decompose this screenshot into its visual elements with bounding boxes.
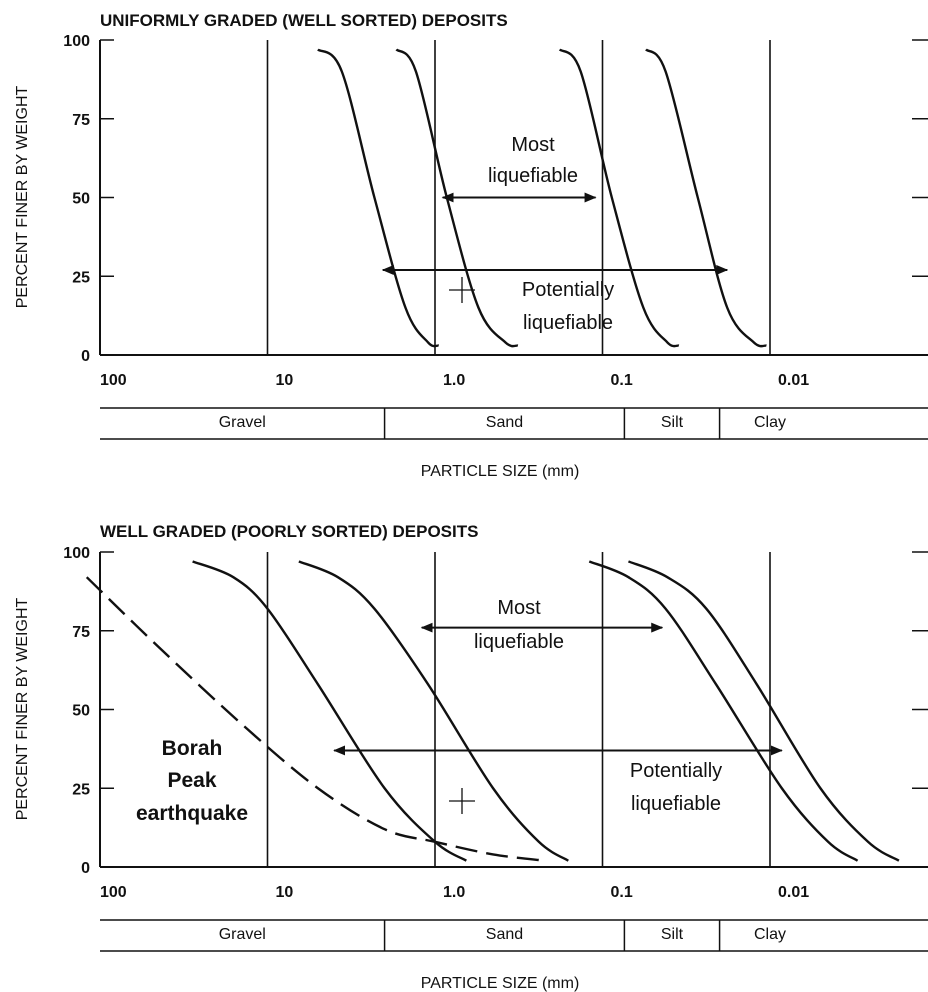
x-tick-label: 100 [100, 372, 127, 389]
borah-peak-label: Borah [162, 737, 223, 760]
x-tick-label: 10 [276, 884, 294, 901]
most-liquefiable-label: Most [511, 134, 555, 156]
x-axis-label: PARTICLE SIZE (mm) [421, 975, 580, 992]
y-tick-label: 75 [72, 624, 90, 641]
y-axis-label: PERCENT FINER BY WEIGHT [14, 86, 31, 309]
chart-title: UNIFORMLY GRADED (WELL SORTED) DEPOSITS [100, 11, 508, 30]
class-label-silt: Silt [661, 414, 684, 431]
most-liquefiable-label: liquefiable [474, 631, 564, 653]
potentially-liquefiable-label: liquefiable [631, 793, 721, 815]
borah-peak-label: earthquake [136, 802, 248, 825]
potentially-liquefiable-label: Potentially [522, 279, 614, 301]
x-axis-label: PARTICLE SIZE (mm) [421, 463, 580, 480]
grain-size-curve-3 [298, 560, 569, 862]
class-label-sand: Sand [486, 414, 523, 431]
y-tick-label: 50 [72, 703, 90, 720]
grain-size-curve-2 [395, 48, 519, 348]
x-tick-label: 1.0 [443, 372, 465, 389]
y-tick-label: 0 [81, 348, 90, 365]
class-label-silt: Silt [661, 926, 684, 943]
grain-size-curve-1 [317, 48, 440, 348]
x-tick-label: 0.1 [611, 884, 633, 901]
class-label-clay: Clay [754, 414, 786, 431]
x-tick-label: 0.1 [611, 372, 633, 389]
y-tick-label: 75 [72, 112, 90, 129]
y-tick-label: 100 [63, 33, 90, 50]
borah-peak-label: Peak [167, 769, 216, 792]
grain-size-curve-2 [192, 560, 467, 862]
grain-size-curve-3 [558, 48, 680, 348]
potentially-liquefiable-label: liquefiable [523, 312, 613, 334]
chart-title: WELL GRADED (POORLY SORTED) DEPOSITS [100, 522, 478, 541]
borah-peak-curve [85, 576, 546, 862]
grain-size-curve-5 [627, 560, 900, 862]
x-tick-label: 100 [100, 884, 127, 901]
grain-size-curve-4 [588, 560, 859, 862]
y-tick-label: 50 [72, 191, 90, 208]
most-liquefiable-label: liquefiable [488, 165, 578, 187]
class-label-clay: Clay [754, 926, 786, 943]
y-axis-label: PERCENT FINER BY WEIGHT [14, 598, 31, 821]
y-tick-label: 25 [72, 269, 90, 286]
grain-size-curve-4 [645, 48, 767, 348]
y-tick-label: 100 [63, 545, 90, 562]
potentially-liquefiable-label: Potentially [630, 760, 722, 782]
class-label-gravel: Gravel [219, 414, 266, 431]
x-tick-label: 1.0 [443, 884, 465, 901]
x-tick-label: 0.01 [778, 372, 809, 389]
class-label-sand: Sand [486, 926, 523, 943]
y-tick-label: 25 [72, 781, 90, 798]
x-tick-label: 10 [276, 372, 294, 389]
class-label-gravel: Gravel [219, 926, 266, 943]
y-tick-label: 0 [81, 860, 90, 877]
x-tick-label: 0.01 [778, 884, 809, 901]
most-liquefiable-label: Most [497, 597, 541, 619]
